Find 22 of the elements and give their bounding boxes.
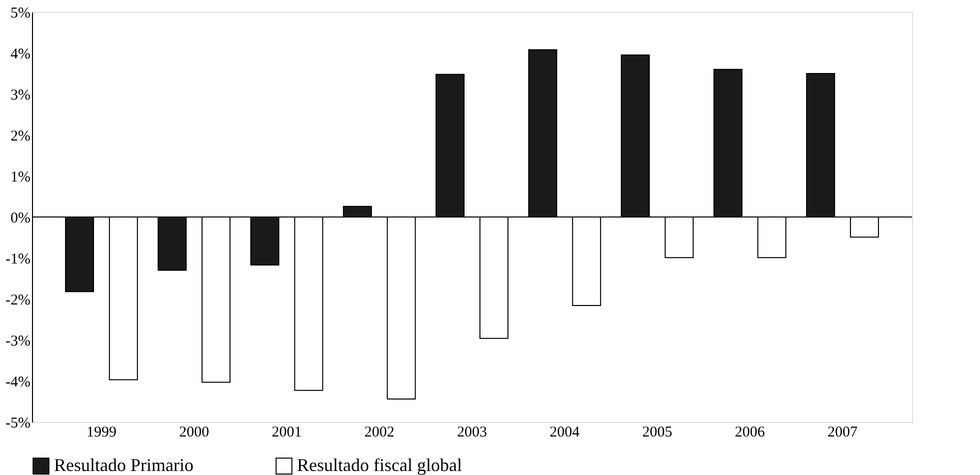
y-tick-label: 4% (10, 46, 30, 62)
x-tick-label: 2003 (457, 424, 487, 440)
x-tick-label: 2002 (364, 424, 394, 440)
y-tick-label: 2% (10, 128, 30, 144)
legend-label: Resultado fiscal global (297, 455, 462, 475)
x-tick-label: 2004 (550, 424, 580, 440)
y-tick-label: 3% (10, 88, 30, 104)
y-tick-label: 5% (10, 6, 30, 22)
y-tick-label: -1% (6, 252, 30, 268)
x-tick-label: 1999 (86, 424, 116, 440)
y-tick-label: 1% (10, 170, 30, 186)
x-tick-label: 2006 (734, 424, 766, 440)
x-tick-label: 2000 (179, 424, 210, 440)
x-tick-label: 2005 (642, 424, 672, 440)
y-tick-label: -4% (6, 374, 30, 390)
x-tick-label: 2007 (828, 424, 858, 440)
y-tick-label: 0% (10, 210, 30, 226)
y-tick-label: -5% (6, 416, 30, 432)
x-tick-label: 2001 (272, 424, 302, 440)
y-tick-label: -3% (6, 334, 30, 350)
y-tick-label: -2% (6, 292, 30, 308)
legend-label: Resultado Primario (54, 455, 194, 475)
